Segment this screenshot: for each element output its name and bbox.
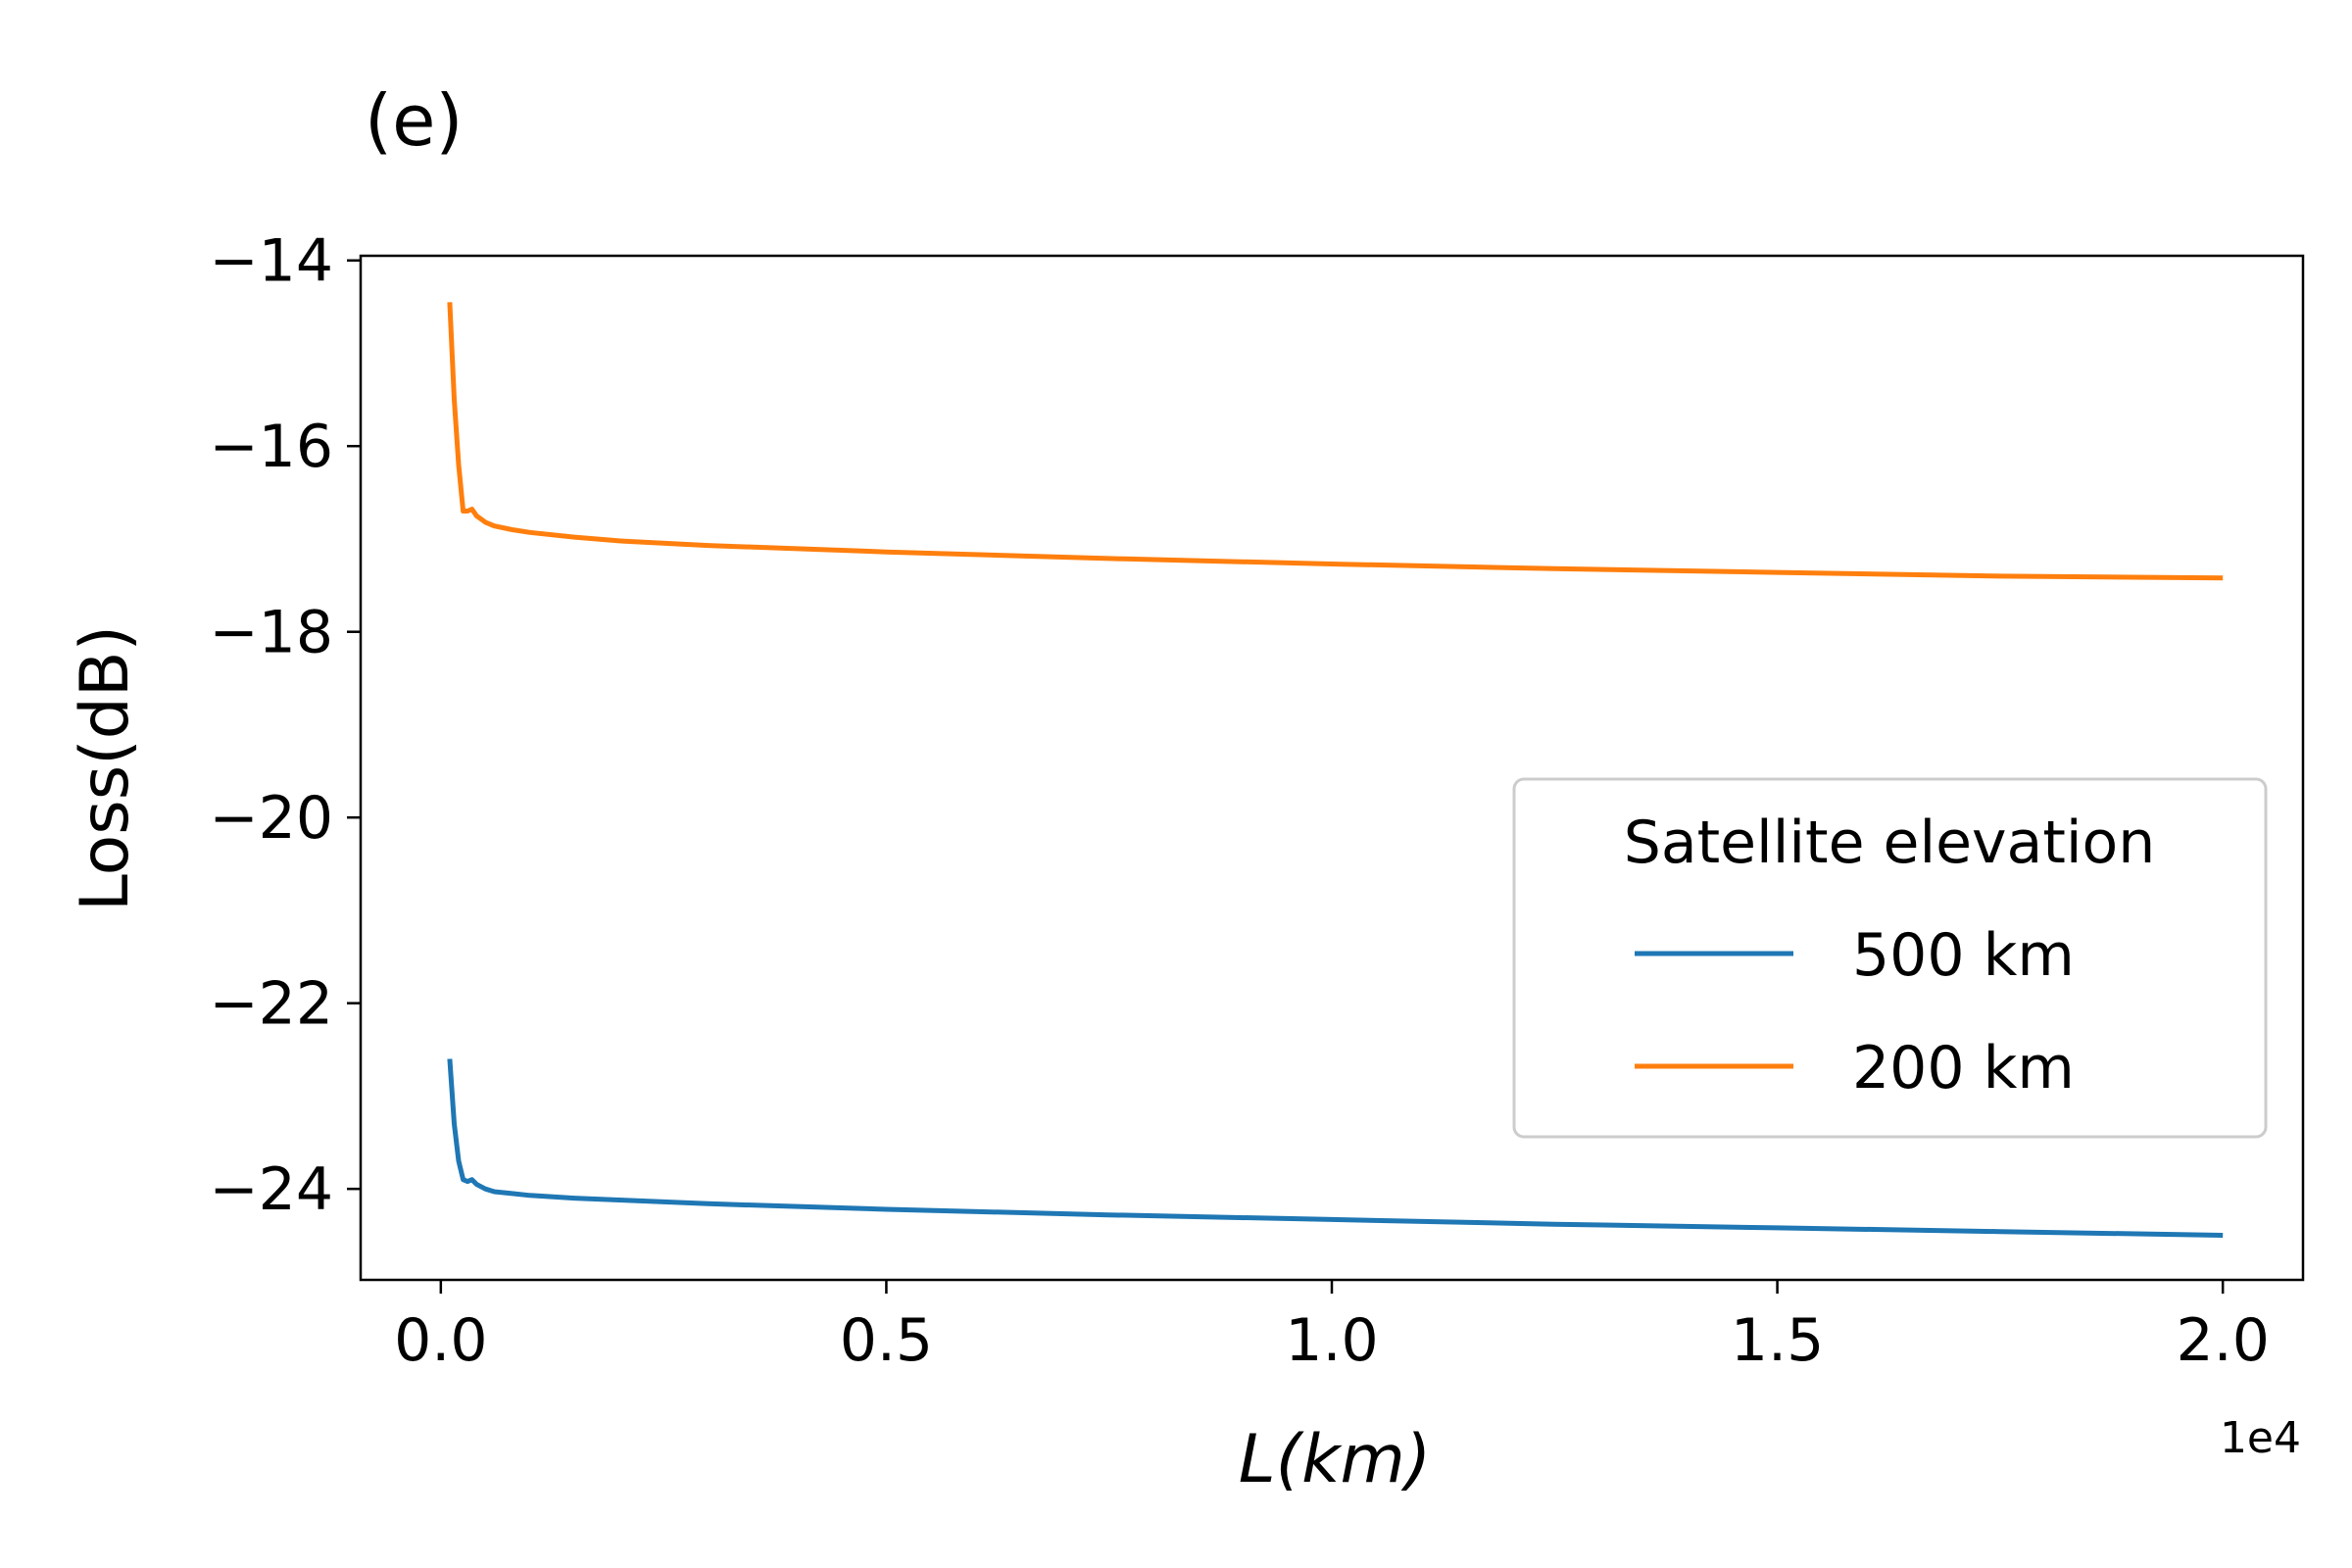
plot-area xyxy=(447,302,2224,1238)
series-line-200km xyxy=(447,302,2224,581)
legend-title: Satellite elevation xyxy=(1624,808,2156,877)
y-tick-label: −18 xyxy=(209,599,333,667)
y-axis: −14 −16 −18 −20 −22 −24 xyxy=(209,227,361,1224)
series-line-500km xyxy=(447,1058,2224,1238)
legend-label-500km: 500 km xyxy=(1852,921,2075,990)
legend-label-200km: 200 km xyxy=(1852,1034,2075,1102)
x-axis-label: L(km) xyxy=(1239,1421,1432,1498)
x-tick-label: 1.5 xyxy=(1731,1306,1824,1375)
x-axis-offset-label: 1e4 xyxy=(2220,1413,2301,1463)
y-tick-label: −24 xyxy=(209,1155,333,1224)
x-tick-label: 0.0 xyxy=(394,1306,487,1375)
y-tick-label: −20 xyxy=(209,784,333,853)
panel-label: (e) xyxy=(365,79,463,162)
y-tick-label: −22 xyxy=(209,970,333,1039)
x-tick-label: 2.0 xyxy=(2176,1306,2269,1375)
x-tick-label: 0.5 xyxy=(840,1306,933,1375)
x-axis: 0.0 0.5 1.0 1.5 2.0 xyxy=(394,1280,2270,1375)
legend-box xyxy=(1512,777,2268,1139)
y-tick-label: −16 xyxy=(209,413,333,481)
legend: Satellite elevation 500 km 200 km xyxy=(1512,777,2268,1139)
y-axis-label: Loss(dB) xyxy=(67,625,144,911)
y-tick-label: −14 xyxy=(209,227,333,296)
x-tick-label: 1.0 xyxy=(1285,1306,1378,1375)
